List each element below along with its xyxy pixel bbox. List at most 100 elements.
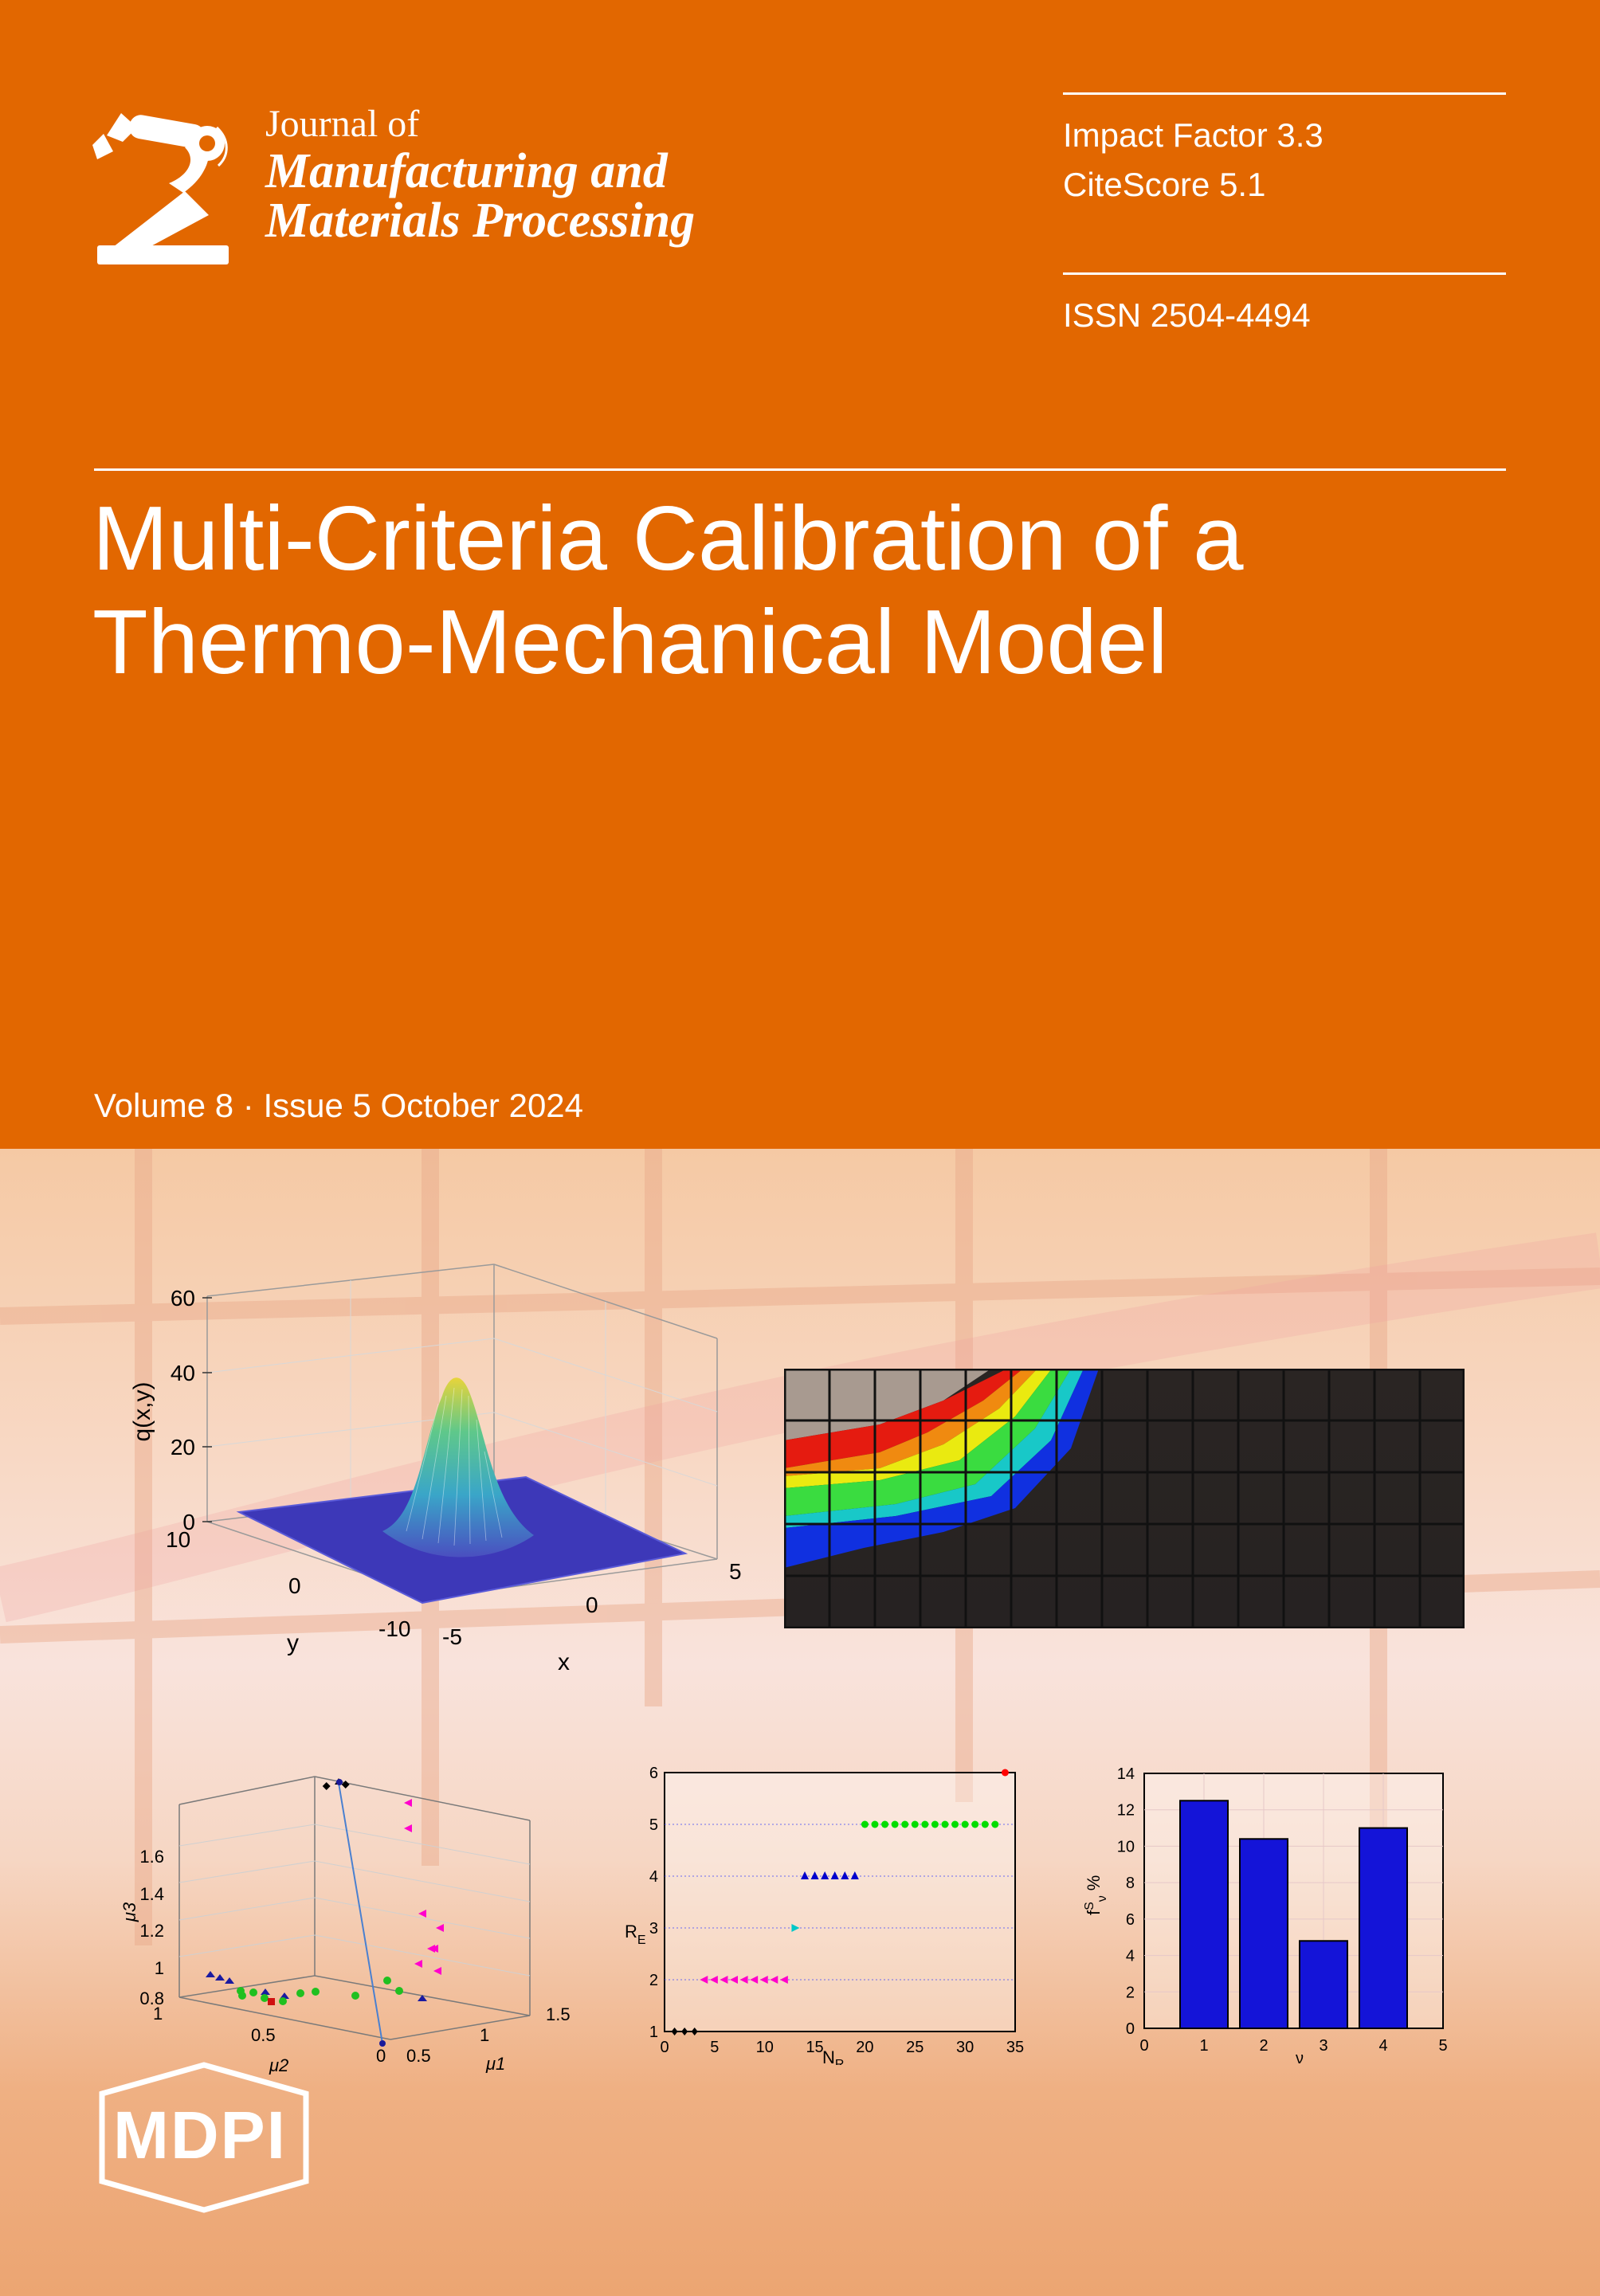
bar-y-tick: 4 — [1126, 1948, 1135, 1965]
re-data-point — [810, 1871, 819, 1879]
mu3-tick-1.2: 1.2 — [139, 1921, 164, 1941]
mdpi-wordmark: MDPI — [113, 2098, 287, 2173]
bar-y-tick: 10 — [1117, 1838, 1135, 1855]
bar-y-tick: 12 — [1117, 1802, 1135, 1820]
journal-name-line2: Manufacturing and — [265, 144, 668, 198]
heatmap-yellow — [784, 1369, 1052, 1488]
re-data-point — [881, 1820, 889, 1828]
bar-x-tick: 5 — [1438, 2037, 1447, 2055]
re-y-tick: 6 — [649, 1765, 658, 1782]
y-axis-label: y — [287, 1630, 299, 1656]
re-data-point — [931, 1820, 939, 1828]
re-data-point — [921, 1820, 929, 1828]
re-data-point — [850, 1871, 859, 1879]
mu3-tick-1.4: 1.4 — [139, 1884, 164, 1904]
bar-y-axis-label: fSν% — [1083, 1875, 1109, 1915]
bar-x-tick: 2 — [1259, 2037, 1268, 2055]
mu-scatter-3d: 1.6 1.4 1.2 1 0.8 μ3 1 0.5 0 μ2 0.5 1 1.… — [120, 1776, 571, 2075]
article-title-line2: Thermo-Mechanical Model — [92, 592, 1168, 693]
mu1-tick-0.5: 0.5 — [406, 2046, 431, 2066]
re-data-point — [700, 1976, 708, 1984]
surface-peak — [382, 1377, 534, 1557]
y-tick-10: 10 — [166, 1527, 190, 1552]
bar — [1299, 1940, 1348, 2030]
re-data-point — [911, 1820, 919, 1828]
re-data-point — [759, 1976, 768, 1984]
cover-header: Journal of Manufacturing and Materials P… — [92, 92, 1506, 1124]
bar-y-tick: 8 — [1126, 1875, 1135, 1892]
re-data-point — [891, 1820, 899, 1828]
re-data-point — [770, 1976, 778, 1984]
re-x-tick: 35 — [1006, 2039, 1024, 2056]
re-data-point — [961, 1820, 969, 1828]
mu3-tick-0.8: 0.8 — [139, 1988, 164, 2008]
journal-name-line3: Materials Processing — [265, 194, 696, 248]
heatmap-mesh — [784, 1369, 1465, 1628]
re-x-tick: 15 — [806, 2039, 823, 2056]
re-data-point — [830, 1871, 839, 1879]
re-x-tick: 25 — [906, 2039, 924, 2056]
heatmap-red — [784, 1369, 1023, 1468]
bar-x-tick: 4 — [1378, 2037, 1387, 2055]
heatmap-blue — [784, 1369, 1099, 1568]
z-tick-20: 20 — [171, 1435, 195, 1459]
z-tick-40: 40 — [171, 1361, 195, 1385]
re-data-point — [971, 1820, 979, 1828]
journal-name-line1: Journal of — [265, 103, 420, 145]
re-data-point — [841, 1871, 849, 1879]
re-x-tick: 30 — [956, 2039, 974, 2056]
re-data-point — [691, 2028, 698, 2035]
re-data-point — [709, 1976, 718, 1984]
bar-x-tick: 0 — [1139, 2037, 1148, 2055]
re-data-point — [779, 1976, 788, 1984]
mu3-tick-1.6: 1.6 — [139, 1847, 164, 1867]
bar — [1359, 1827, 1408, 2029]
issue-info: Volume 8 · Issue 5 October 2024 — [94, 1087, 584, 1124]
mu3-tick-1: 1 — [155, 1958, 164, 1978]
heatmap-cyan — [784, 1369, 1084, 1528]
mu2-tick-0.5: 0.5 — [251, 2025, 276, 2045]
x-tick-neg5: -5 — [442, 1624, 462, 1649]
y-tick-neg10: -10 — [378, 1616, 410, 1641]
re-data-point — [861, 1820, 869, 1828]
re-data-point — [720, 1976, 728, 1984]
bar-x-axis-label: ν — [1296, 2050, 1304, 2067]
bar — [1179, 1800, 1229, 2030]
mu-scatter-points — [206, 1778, 444, 2047]
re-data-point — [681, 2028, 688, 2035]
mu1-tick-1: 1 — [480, 2025, 489, 2045]
re-data-point — [821, 1871, 829, 1879]
re-data-point — [981, 1820, 989, 1828]
x-tick-0: 0 — [586, 1593, 598, 1617]
robot-arm-logo-icon — [92, 113, 229, 264]
bar-x-tick: 3 — [1319, 2037, 1327, 2055]
re-x-axis-label: NRE — [822, 2047, 850, 2065]
re-data-point — [871, 1820, 879, 1828]
re-y-tick: 5 — [649, 1816, 658, 1834]
re-data-point — [991, 1820, 999, 1828]
re-x-tick: 5 — [710, 2039, 719, 2056]
re-x-tick: 10 — [756, 2039, 774, 2056]
mu1-axis-label: μ1 — [485, 2054, 505, 2074]
re-data-point — [941, 1820, 949, 1828]
article-title-line1: Multi-Criteria Calibration of a — [92, 488, 1244, 590]
mdpi-logo-icon — [99, 2062, 309, 2213]
re-y-tick: 4 — [649, 1868, 658, 1886]
impact-factor: Impact Factor 3.3 — [1063, 116, 1324, 154]
bar-y-tick: 6 — [1126, 1911, 1135, 1929]
re-data-point — [951, 1820, 959, 1828]
re-scatter-chart: 1 2 3 4 5 6 0 5 10 15 20 25 30 35 RE NRE — [625, 1765, 1024, 2065]
mu-scatter-line — [338, 1782, 383, 2044]
x-tick-5: 5 — [729, 1559, 742, 1584]
re-y-tick: 1 — [649, 2024, 658, 2041]
citescore: CiteScore 5.1 — [1063, 166, 1266, 203]
mu1-tick-1.5: 1.5 — [546, 2004, 571, 2024]
re-data-point — [671, 2028, 678, 2035]
divider-mid-right — [1063, 272, 1506, 275]
y-tick-0: 0 — [288, 1573, 301, 1598]
re-data-point — [791, 1924, 800, 1932]
z-axis-label: q(x,y) — [129, 1382, 155, 1442]
re-data-point — [801, 1871, 809, 1879]
re-x-tick: 20 — [856, 2039, 873, 2056]
